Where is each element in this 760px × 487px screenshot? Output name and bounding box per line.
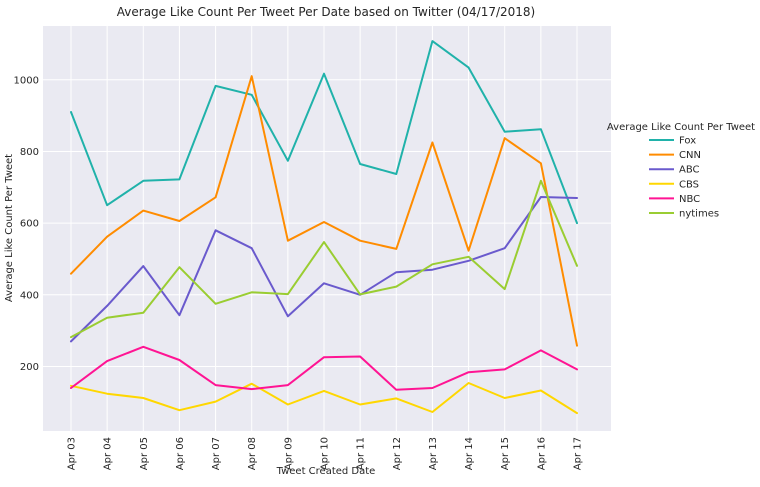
x-tick-label: Apr 03: [67, 437, 78, 470]
x-tick-label: Apr 06: [175, 437, 186, 470]
x-tick-label: Apr 04: [103, 437, 114, 470]
series-line-nytimes: [70, 179, 578, 339]
x-tick-label: Apr 05: [139, 437, 150, 470]
legend-label: ABC: [679, 165, 700, 176]
series-line-cbs: [70, 382, 578, 415]
x-tick-label: Apr 09: [283, 437, 294, 470]
x-tick-label: Apr 07: [211, 437, 222, 470]
x-tick-label: Apr 12: [392, 437, 403, 470]
y-tick-label: 600: [20, 219, 39, 230]
gridlines: [43, 26, 611, 431]
legend-label: Fox: [679, 136, 696, 147]
series-lines: [70, 40, 578, 415]
y-tick-label: 200: [20, 362, 39, 373]
y-tick-label: 1000: [14, 75, 39, 86]
y-tick-label: 400: [20, 290, 39, 301]
y-axis-ticks: 200 400 600 800 1000: [14, 75, 39, 373]
series-line-fox: [70, 40, 578, 225]
legend-title: Average Like Count Per Tweet: [607, 122, 755, 133]
series-line-cnn: [70, 75, 578, 347]
legend: Average Like Count Per Tweet Fox CNN ABC CB…: [607, 122, 755, 220]
y-axis-label: Average Like Count Per Tweet: [4, 154, 15, 302]
x-axis-label: Tweet Created Date: [276, 466, 376, 477]
x-tick-label: Apr 16: [536, 437, 547, 470]
x-tick-label: Apr 14: [464, 437, 475, 470]
x-axis-ticks: Apr 03 Apr 04 Apr 05 Apr 06 Apr 07 Apr 08 Apr …: [67, 437, 584, 470]
legend-label: NBC: [679, 194, 700, 205]
x-tick-label: Apr 10: [320, 437, 331, 470]
series-line-nbc: [70, 345, 578, 391]
x-tick-label: Apr 11: [356, 437, 367, 470]
x-tick-label: Apr 08: [247, 437, 258, 470]
chart-title: Average Like Count Per Tweet Per Date ba…: [117, 5, 535, 19]
legend-label: CNN: [679, 150, 701, 161]
x-tick-label: Apr 13: [428, 437, 439, 470]
x-tick-label: Apr 15: [500, 437, 511, 470]
x-tick-label: Apr 17: [573, 437, 584, 470]
series-line-abc: [70, 196, 578, 343]
legend-label: CBS: [679, 179, 699, 190]
legend-items: Fox CNN ABC CBS NBC nytimes: [649, 136, 719, 220]
legend-label: nytimes: [679, 209, 719, 220]
y-tick-label: 800: [20, 147, 39, 158]
